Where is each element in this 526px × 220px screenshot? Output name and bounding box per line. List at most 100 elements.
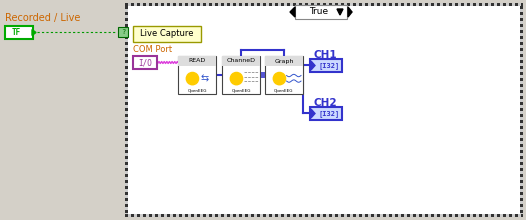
- Bar: [368, 214, 371, 217]
- Bar: [125, 63, 128, 66]
- Bar: [520, 186, 523, 189]
- Bar: [392, 3, 395, 6]
- Bar: [125, 150, 128, 153]
- Bar: [125, 36, 128, 39]
- Bar: [470, 3, 473, 6]
- Bar: [518, 214, 521, 217]
- Bar: [125, 183, 128, 186]
- Bar: [143, 3, 146, 6]
- Bar: [125, 171, 128, 174]
- Bar: [146, 214, 149, 217]
- Bar: [164, 214, 167, 217]
- Bar: [125, 87, 128, 90]
- Bar: [518, 3, 521, 6]
- Bar: [248, 214, 251, 217]
- Bar: [520, 177, 523, 180]
- Bar: [314, 214, 317, 217]
- Bar: [125, 114, 128, 117]
- Bar: [449, 214, 452, 217]
- Bar: [419, 214, 422, 217]
- Bar: [520, 90, 523, 93]
- Bar: [170, 3, 173, 6]
- Bar: [520, 120, 523, 123]
- Bar: [239, 214, 242, 217]
- Bar: [179, 3, 182, 6]
- Bar: [310, 59, 342, 72]
- Bar: [212, 3, 215, 6]
- Bar: [452, 214, 455, 217]
- Bar: [125, 18, 128, 21]
- Bar: [179, 214, 182, 217]
- Bar: [398, 3, 401, 6]
- Bar: [152, 214, 155, 217]
- Bar: [344, 214, 347, 217]
- Bar: [302, 214, 305, 217]
- Bar: [470, 214, 473, 217]
- Bar: [197, 214, 200, 217]
- Bar: [422, 3, 425, 6]
- Bar: [410, 3, 413, 6]
- Bar: [350, 214, 353, 217]
- Bar: [314, 3, 317, 6]
- Bar: [125, 135, 128, 138]
- Bar: [338, 214, 341, 217]
- Bar: [125, 214, 128, 217]
- Polygon shape: [348, 7, 352, 17]
- Bar: [520, 84, 523, 87]
- Bar: [125, 84, 128, 87]
- Bar: [152, 3, 155, 6]
- Bar: [188, 214, 191, 217]
- Text: TF: TF: [12, 28, 21, 37]
- Bar: [520, 213, 523, 214]
- Bar: [222, 56, 260, 94]
- Bar: [520, 18, 523, 21]
- Bar: [520, 81, 523, 84]
- Bar: [128, 3, 131, 6]
- Bar: [520, 105, 523, 108]
- Bar: [125, 180, 128, 183]
- Bar: [222, 56, 260, 66]
- Bar: [251, 3, 254, 6]
- Bar: [520, 75, 523, 78]
- Bar: [520, 171, 523, 174]
- Bar: [413, 3, 416, 6]
- Bar: [344, 3, 347, 6]
- Bar: [239, 3, 242, 6]
- Bar: [434, 3, 437, 6]
- Bar: [133, 56, 157, 69]
- Bar: [520, 51, 523, 54]
- Bar: [506, 3, 509, 6]
- Bar: [347, 3, 350, 6]
- Bar: [392, 214, 395, 217]
- Bar: [371, 3, 374, 6]
- Bar: [125, 30, 128, 33]
- Bar: [455, 3, 458, 6]
- Bar: [125, 141, 128, 144]
- Bar: [137, 3, 140, 6]
- Bar: [398, 214, 401, 217]
- Bar: [520, 30, 523, 33]
- Bar: [178, 56, 216, 66]
- Bar: [335, 214, 338, 217]
- Bar: [452, 3, 455, 6]
- Bar: [125, 198, 128, 201]
- Bar: [236, 3, 239, 6]
- Bar: [485, 214, 488, 217]
- Bar: [335, 3, 338, 6]
- Bar: [125, 126, 128, 129]
- Bar: [356, 3, 359, 6]
- Text: COM Port: COM Port: [133, 46, 172, 55]
- Bar: [209, 214, 212, 217]
- Bar: [265, 56, 303, 94]
- Bar: [520, 63, 523, 66]
- Bar: [520, 87, 523, 90]
- Bar: [125, 111, 128, 114]
- Bar: [520, 201, 523, 204]
- Bar: [380, 3, 383, 6]
- Circle shape: [274, 72, 286, 85]
- Bar: [125, 120, 128, 123]
- Bar: [296, 214, 299, 217]
- Bar: [125, 15, 128, 18]
- Bar: [155, 214, 158, 217]
- Circle shape: [230, 72, 242, 85]
